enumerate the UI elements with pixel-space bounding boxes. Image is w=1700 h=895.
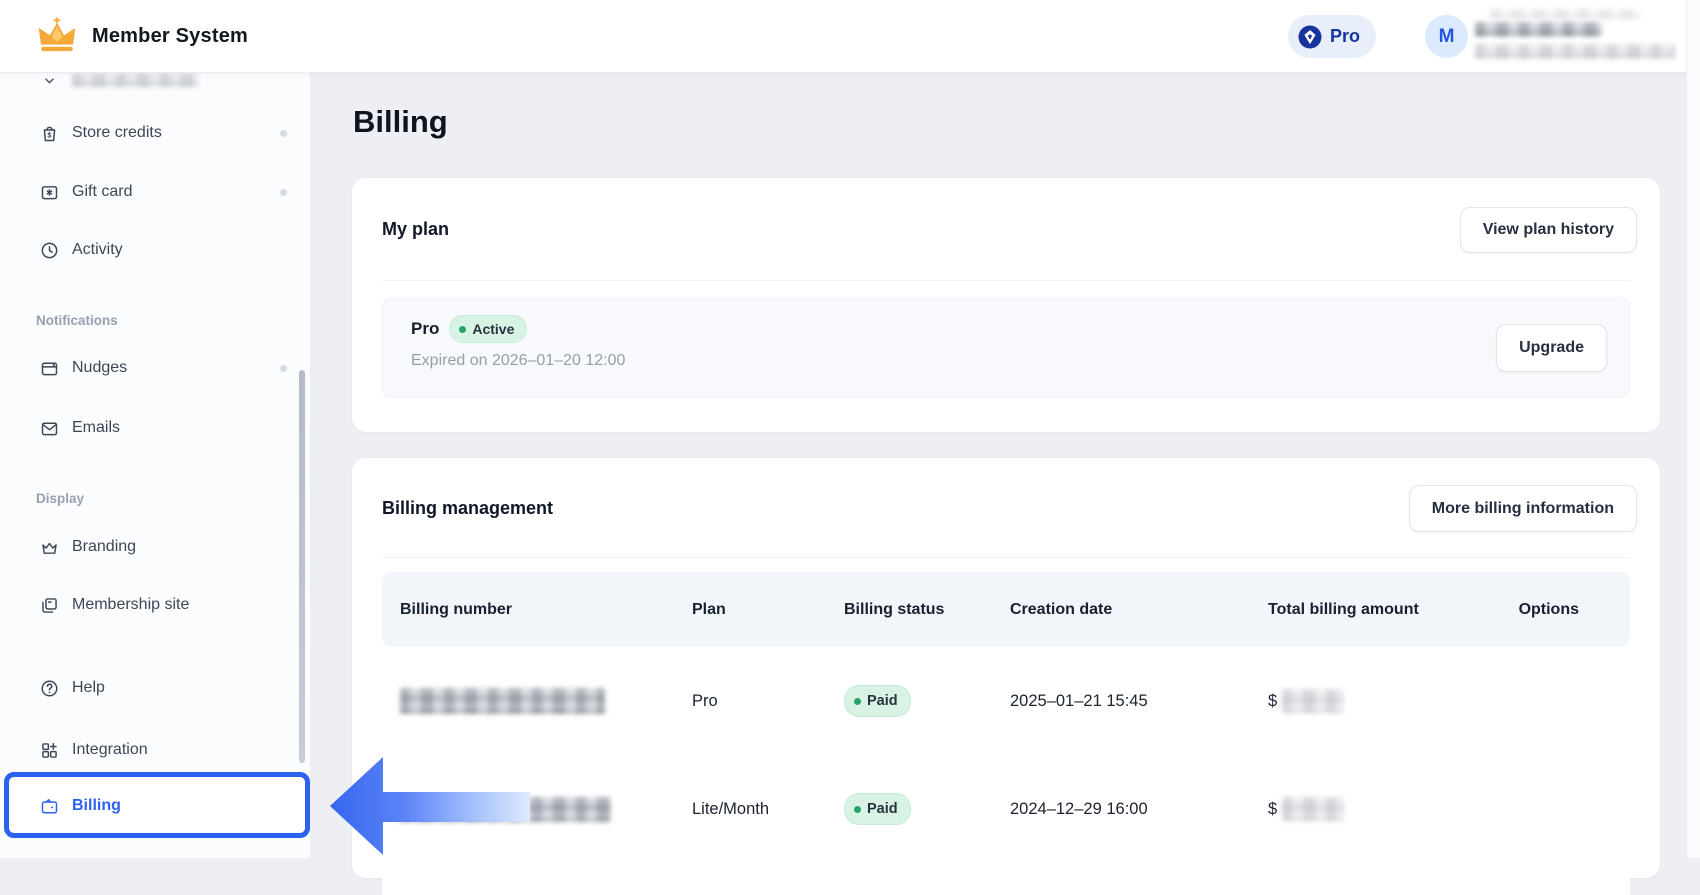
divider [382,557,1630,558]
crown-outline-icon [38,536,60,558]
column-header-total-billing-amount: Total billing amount [1268,600,1419,618]
plan-badge-label: Pro [1330,26,1361,46]
sidebar-item-nudges[interactable]: Nudges [0,346,310,390]
currency-symbol: $ [1268,691,1278,710]
green-dot-icon [854,805,861,813]
sidebar-item-label: Billing [72,797,121,814]
currency-symbol: $ [1268,799,1278,818]
redacted-billing-number [400,688,605,714]
gem-badge-icon [1298,25,1322,48]
table-row: Lite/Month Paid 2024–12–29 16:00 $ [382,755,1630,895]
membership-site-icon [38,594,60,616]
avatar-initial: M [1438,25,1455,47]
annotation-highlight-box [4,772,310,838]
nudges-icon [38,357,60,379]
upgrade-button[interactable]: Upgrade [1496,324,1607,372]
sidebar-section-display: Display [36,491,85,506]
notification-dot [280,364,287,372]
column-header-creation-date: Creation date [1010,600,1113,618]
status-badge: Paid [844,793,911,825]
envelope-icon [38,417,60,439]
green-dot-icon [854,697,861,705]
divider [382,280,1630,281]
store-credits-icon: $ [38,122,60,144]
my-plan-title: My plan [382,219,450,239]
sidebar-item-integration[interactable]: Integration [0,728,310,772]
app-title: Member System [92,24,248,47]
plan-expiry-text: Expired on 2026–01–20 12:00 [411,352,626,369]
account-name-redacted[interactable] [1475,0,1685,72]
sidebar-item-label: Help [72,679,105,696]
redacted-amount [1282,797,1345,821]
notification-dot [280,188,287,196]
green-dot-icon [459,325,467,333]
column-header-options: Options [1518,600,1579,618]
cell-creation-date: 2024–12–29 16:00 [1010,799,1148,818]
sidebar-item-membership-site[interactable]: Membership site [0,583,310,627]
sidebar-item-branding[interactable]: Branding [0,525,310,569]
sidebar-item-help[interactable]: Help [0,666,310,710]
sidebar-scrollbar[interactable] [299,370,305,763]
redacted-text-block [1475,22,1602,37]
sidebar: $ Store credits Gift card Activity Notif… [0,72,311,858]
sidebar-item-label: Activity [72,241,123,258]
sidebar-item-label: Nudges [72,359,128,376]
chevron-down-icon [38,72,60,91]
cell-creation-date: 2025–01–21 15:45 [1010,691,1148,710]
redacted-text-block [72,72,198,87]
table-row: Pro Paid 2025–01–21 15:45 $ [382,647,1630,756]
plan-line: Pro Active [411,315,528,343]
sidebar-item-label: Membership site [72,596,190,613]
redacted-amount [1282,689,1345,713]
cell-plan: Lite/Month [692,799,770,818]
crown-logo-icon [34,13,80,59]
sidebar-section-notifications: Notifications [36,313,118,328]
window-scrollbar[interactable] [1686,0,1700,858]
billing-management-card: Billing management More billing informat… [352,458,1660,895]
cell-plan: Pro [692,691,718,710]
redacted-text-block [1475,44,1675,59]
top-header-bar: Member System Pro M [0,0,1700,73]
sidebar-item-label: Integration [72,741,148,758]
status-badge: Active [449,315,528,343]
sidebar-item-store-credits[interactable]: $ Store credits [0,111,310,155]
notification-dot [280,129,287,137]
sidebar-item-label: Store credits [72,124,162,141]
sidebar-item-billing[interactable]: Billing [0,784,310,828]
help-circle-icon [38,677,60,699]
page-title: Billing [353,104,448,139]
sidebar-item-redacted[interactable] [0,72,310,102]
sidebar-item-activity[interactable]: Activity [0,228,310,272]
billing-management-title: Billing management [382,498,554,518]
sidebar-item-label: Branding [72,538,137,555]
column-header-plan: Plan [692,600,726,618]
redacted-text-block [1490,9,1640,19]
plan-name: Pro [411,319,440,338]
sidebar-item-label: Emails [72,419,121,436]
view-plan-history-button[interactable]: View plan history [1459,207,1637,253]
sidebar-item-emails[interactable]: Emails [0,406,310,450]
svg-text:$: $ [47,130,52,139]
sidebar-item-gift-card[interactable]: Gift card [0,170,310,214]
more-billing-information-button[interactable]: More billing information [1408,485,1637,532]
gift-card-icon [38,181,60,203]
integration-icon [38,739,60,761]
plan-badge[interactable]: Pro [1288,15,1377,58]
avatar[interactable]: M [1425,15,1468,58]
sidebar-item-label: Gift card [72,183,133,200]
status-badge: Paid [844,685,911,717]
wallet-icon [38,795,60,817]
current-plan-panel: Pro Active Expired on 2026–01–20 12:00 U… [382,297,1630,398]
table-header-row: Billing number Plan Billing status Creat… [382,572,1630,647]
column-header-billing-status: Billing status [844,600,945,618]
clock-icon [38,239,60,261]
my-plan-card: My plan View plan history Pro Active Exp… [352,178,1660,432]
column-header-billing-number: Billing number [400,600,512,618]
